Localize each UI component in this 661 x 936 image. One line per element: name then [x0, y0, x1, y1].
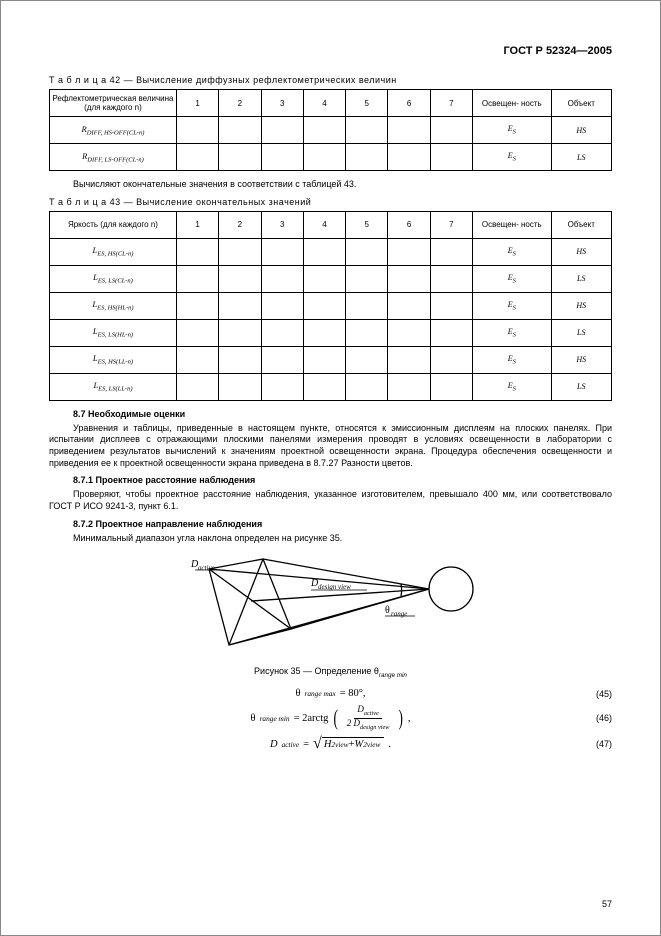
cell: RDIFF, LS-OFF(CL-n) — [50, 144, 177, 171]
doc-id: ГОСТ Р 52324—2005 — [49, 45, 612, 57]
equation-number: (46) — [596, 713, 612, 723]
th: 6 — [388, 211, 430, 238]
equation-46: θrange min = 2arctg ( Dactive 2 Ddesign … — [49, 705, 612, 731]
svg-text:θ: θ — [385, 605, 390, 616]
table-row: RDIFF, HS-OFF(CL-n) ES HS — [50, 117, 612, 144]
section-title-8-7-1: 8.7.1 Проектное расстояние наблюдения — [49, 475, 612, 485]
cell: LS — [551, 144, 611, 171]
page-number: 57 — [602, 899, 612, 909]
cell: HS — [551, 117, 611, 144]
section-title-8-7-2: 8.7.2 Проектное направление наблюдения — [49, 519, 612, 529]
svg-text:range: range — [391, 610, 407, 618]
th: 1 — [176, 90, 218, 117]
th: Рефлектометрическая величина (для каждог… — [50, 90, 177, 117]
equation-47: Dactive = √ H2view + W2view . (47) — [49, 737, 612, 751]
equation-number: (45) — [596, 689, 612, 699]
table-43: Яркость (для каждого n) 1 2 3 4 5 6 7 Ос… — [49, 211, 612, 401]
th: 5 — [346, 90, 388, 117]
th: 2 — [219, 211, 261, 238]
figure-35-svg: D active D design view θ range — [171, 551, 491, 656]
svg-text:active: active — [198, 564, 215, 572]
cell: ES — [473, 144, 552, 171]
th: 7 — [430, 211, 472, 238]
th: 4 — [303, 211, 345, 238]
th: 1 — [176, 211, 218, 238]
cell: ES — [473, 117, 552, 144]
th: Освещен- ность — [473, 211, 552, 238]
paragraph: Проверяют, чтобы проектное расстояние на… — [49, 489, 612, 512]
paragraph: Вычисляют окончательные значения в соотв… — [49, 179, 612, 191]
page: ГОСТ Р 52324—2005 Т а б л и ц а 42 — Выч… — [0, 0, 661, 936]
th: 2 — [219, 90, 261, 117]
cell: RDIFF, HS-OFF(CL-n) — [50, 117, 177, 144]
th: Объект — [551, 90, 611, 117]
paragraph: Минимальный диапазон угла наклона опреде… — [49, 533, 612, 545]
th: 7 — [430, 90, 472, 117]
table-43-caption: Т а б л и ц а 43 — Вычисление окончатель… — [49, 197, 612, 207]
table-row: Яркость (для каждого n) 1 2 3 4 5 6 7 Ос… — [50, 211, 612, 238]
table-row: LES, LS(LL-n) ES LS — [50, 373, 612, 400]
table-row: Рефлектометрическая величина (для каждог… — [50, 90, 612, 117]
table-row: LES, LS(CL-n) ES LS — [50, 265, 612, 292]
table-row: RDIFF, LS-OFF(CL-n) ES LS — [50, 144, 612, 171]
table-42: Рефлектометрическая величина (для каждог… — [49, 89, 612, 171]
th: 6 — [388, 90, 430, 117]
th: Объект — [551, 211, 611, 238]
th: Освещен- ность — [473, 90, 552, 117]
equation-45: θrange max = 80°, (45) — [49, 688, 612, 699]
table-row: LES, HS(HL-n) ES HS — [50, 292, 612, 319]
th: 3 — [261, 90, 303, 117]
table-row: LES, HS(LL-n) ES HS — [50, 346, 612, 373]
table-row: LES, LS(HL-n) ES LS — [50, 319, 612, 346]
paragraph: Уравнения и таблицы, приведенные в насто… — [49, 423, 612, 470]
th: 5 — [346, 211, 388, 238]
equation-number: (47) — [596, 739, 612, 749]
figure-35-caption: Рисунок 35 — Определение θrange min — [49, 666, 612, 679]
th: 4 — [303, 90, 345, 117]
table-row: LES, HS(CL-n) ES HS — [50, 238, 612, 265]
table-42-caption: Т а б л и ц а 42 — Вычисление диффузных … — [49, 75, 612, 85]
figure-35: D active D design view θ range — [49, 551, 612, 658]
th: Яркость (для каждого n) — [50, 211, 177, 238]
section-title-8-7: 8.7 Необходимые оценки — [49, 409, 612, 419]
th: 3 — [261, 211, 303, 238]
